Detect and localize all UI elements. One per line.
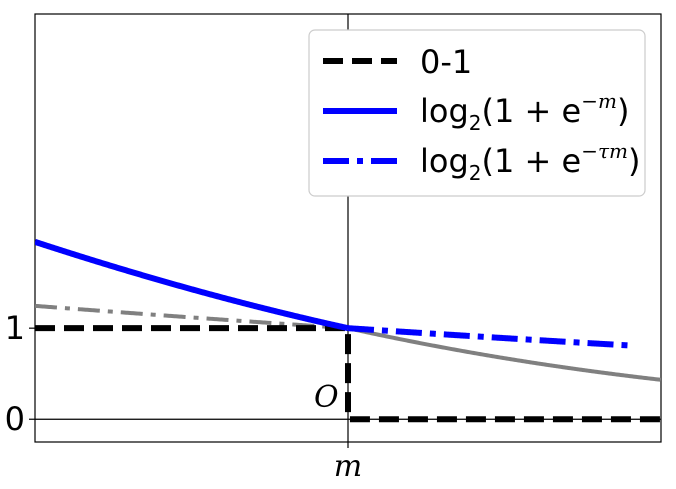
tau-log-loss-ghost-curve [35,303,349,331]
y-tick-label: 1 [5,309,25,347]
origin-label: O [314,380,339,415]
legend-label-log-loss: log2(1 + e−m) [420,89,629,135]
legend: 0-1 log2(1 + e−m) log2(1 + e−τm) [308,29,646,197]
x-axis-label: m [334,449,362,484]
y-tick-label: 0 [5,400,25,438]
legend-box [308,29,646,197]
zero-one-loss-line [35,325,661,423]
log-loss-curve [35,239,349,332]
legend-label-tau-log-loss: log2(1 + e−τm) [420,139,640,185]
log-loss-ghost-curve [347,326,661,382]
legend-label-0-1: 0-1 [420,43,472,81]
